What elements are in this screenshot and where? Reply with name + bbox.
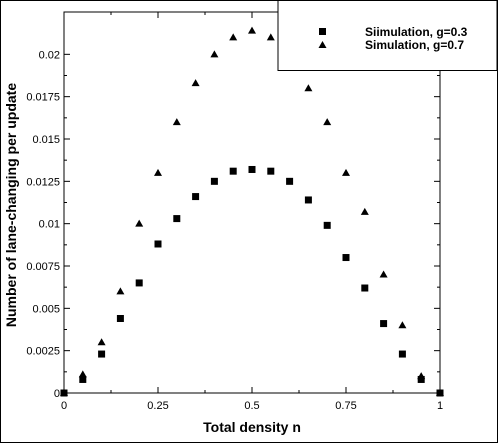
x-tick-label: 0.75 — [335, 400, 356, 412]
data-point-triangle — [360, 207, 369, 215]
data-points — [60, 26, 444, 397]
data-point-triangle — [60, 389, 68, 396]
data-point-square — [323, 221, 331, 229]
data-point-square — [173, 215, 181, 223]
data-point-square — [248, 165, 256, 173]
data-point-triangle — [379, 270, 388, 278]
y-tick-label: 0.0125 — [26, 176, 60, 188]
data-point-triangle — [154, 168, 162, 176]
data-point-square — [192, 193, 200, 201]
x-axis-ticks: 0 0.25 0.5 0.75 1 — [61, 12, 443, 412]
x-tick-label: 1 — [437, 400, 443, 412]
y-tick-label: 0.0075 — [26, 261, 60, 273]
data-point-triangle — [97, 338, 106, 346]
x-tick-label: 0.5 — [244, 400, 259, 412]
data-point-triangle — [135, 219, 144, 227]
data-point-triangle — [342, 168, 350, 176]
data-point-square — [380, 320, 388, 328]
legend-marker-square — [319, 28, 326, 35]
data-point-square — [79, 375, 87, 383]
y-tick-label: 0.01 — [39, 219, 60, 231]
data-point-square — [304, 196, 312, 204]
y-tick-label: 0 — [54, 388, 60, 400]
y-tick-label: 0.005 — [32, 303, 60, 315]
data-point-triangle — [304, 84, 313, 92]
y-tick-label: 0.0175 — [26, 92, 60, 104]
data-point-triangle — [229, 33, 238, 41]
x-axis-title: Total density n — [203, 419, 301, 435]
y-tick-label: 0.02 — [39, 49, 60, 61]
data-point-square — [210, 177, 218, 185]
x-tick-label: 0 — [61, 400, 67, 412]
data-point-triangle — [191, 79, 200, 87]
data-point-triangle — [417, 372, 426, 380]
data-point-triangle — [210, 50, 219, 58]
y-axis-ticks: 0 0.0025 0.005 0.0075 0.01 0.0125 0.015 0.0175 0… — [26, 49, 440, 400]
data-point-triangle — [266, 33, 275, 41]
data-point-square — [229, 167, 237, 175]
data-point-square — [398, 350, 406, 358]
y-tick-label: 0.0025 — [26, 346, 60, 358]
legend-marker-triangle — [318, 41, 327, 48]
data-point-square — [267, 167, 275, 175]
data-point-triangle — [436, 389, 444, 396]
legend: Siimulation, g=0.3 Simulation, g=0.7 — [277, 0, 498, 71]
data-point-square — [361, 284, 369, 292]
data-point-square — [286, 177, 294, 185]
x-tick-label: 0.25 — [147, 400, 168, 412]
data-point-triangle — [248, 26, 256, 34]
data-point-triangle — [172, 118, 181, 126]
y-axis-title: Number of lane-changing per update — [3, 83, 19, 327]
data-point-triangle — [78, 370, 87, 378]
data-point-square — [154, 240, 162, 248]
legend-label-series-1: Siimulation, g=0.3 — [365, 25, 468, 39]
data-point-triangle — [116, 287, 125, 295]
legend-box — [277, 0, 498, 71]
data-point-square — [98, 350, 106, 358]
data-point-square — [116, 314, 124, 322]
data-point-triangle — [398, 321, 407, 329]
data-point-square — [342, 254, 350, 262]
legend-label-series-2: Simulation, g=0.7 — [365, 38, 464, 52]
data-point-square — [135, 279, 143, 287]
data-point-square — [417, 375, 425, 383]
data-point-triangle — [323, 118, 332, 126]
y-tick-label: 0.015 — [32, 134, 60, 146]
